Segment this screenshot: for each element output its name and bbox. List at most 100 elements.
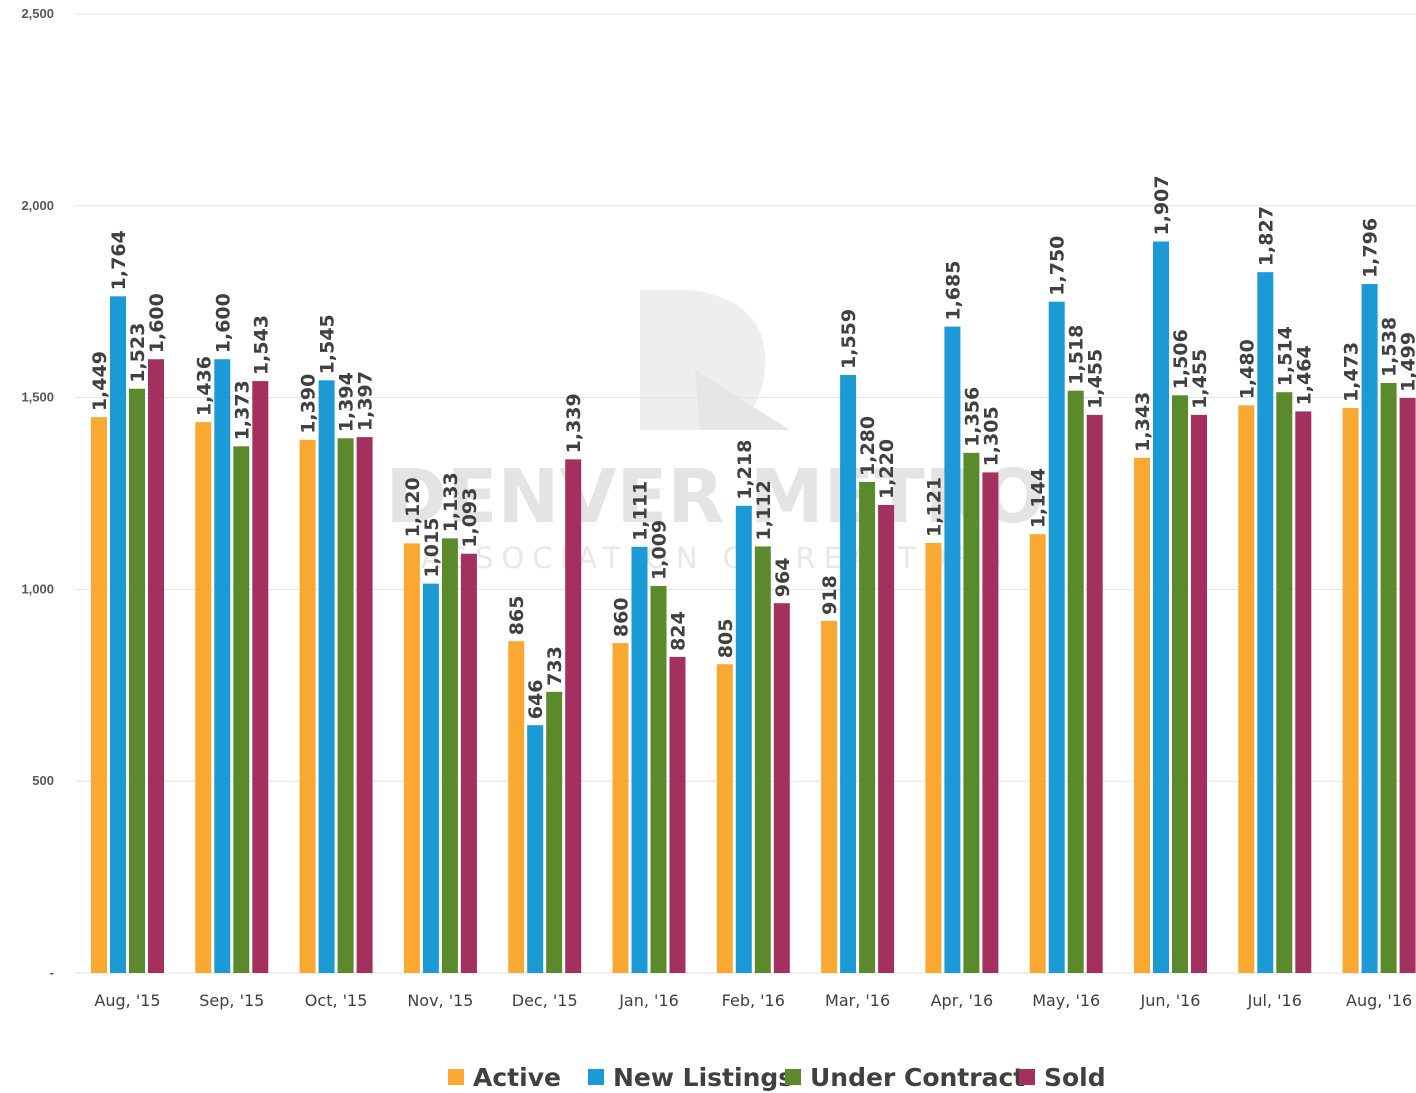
data-label: 918 [819, 575, 841, 615]
y-tick-label: 500 [32, 773, 54, 788]
bar [1048, 301, 1065, 973]
data-label: 1,559 [838, 309, 860, 369]
bar [129, 388, 145, 973]
bar [631, 546, 648, 973]
x-tick-label: Feb, '16 [722, 991, 785, 1010]
bar [821, 620, 838, 973]
data-label: 860 [611, 597, 633, 637]
data-label: 1,480 [1236, 339, 1258, 399]
bar [1380, 383, 1397, 973]
bar [735, 505, 752, 973]
legend-item-label: Sold [1044, 1063, 1106, 1092]
bar [441, 538, 458, 973]
bar [318, 380, 335, 973]
data-label: 1,121 [923, 477, 945, 537]
x-axis: Aug, '15 Sep, '15 Oct, '15 Nov, '15 Dec, '15… [94, 991, 1412, 1010]
data-label: 1,506 [1170, 329, 1192, 389]
x-tick-label: Dec, '15 [512, 991, 578, 1010]
legend-swatch [1019, 1069, 1035, 1085]
data-label: 1,343 [1132, 392, 1154, 452]
bar [508, 641, 525, 973]
bar [716, 664, 733, 973]
data-label: 1,356 [961, 387, 983, 447]
data-label: 1,220 [876, 439, 898, 499]
bar [1153, 241, 1169, 973]
watermark-line1: DENVER METRO [385, 454, 1044, 540]
bar [403, 543, 420, 973]
bar [299, 439, 316, 973]
data-label: 824 [668, 611, 690, 651]
data-label: 1,796 [1360, 218, 1382, 278]
data-label: 1,280 [857, 416, 879, 476]
data-label: 1,339 [563, 393, 585, 453]
bar [1342, 407, 1359, 973]
data-label: 646 [525, 680, 547, 720]
y-tick-label: 2,000 [21, 198, 54, 213]
legend-swatch [588, 1069, 604, 1085]
x-tick-label: Mar, '16 [825, 991, 890, 1010]
data-label: 1,514 [1274, 326, 1296, 386]
bar [565, 459, 582, 973]
bar [963, 452, 980, 974]
bar [1067, 390, 1084, 973]
data-label: 1,473 [1341, 342, 1363, 402]
watermark: DENVER METRO ASSOCIATION OF REALTORS [385, 290, 1045, 575]
data-label: 1,397 [355, 371, 377, 431]
watermark-logo-triangle-icon [695, 370, 790, 430]
bar [148, 359, 164, 973]
data-label: 1,750 [1047, 236, 1069, 296]
data-label: 1,390 [298, 374, 320, 434]
data-label: 1,545 [317, 314, 339, 374]
data-label: 1,093 [459, 488, 481, 548]
bar [527, 725, 544, 973]
data-label: 1,523 [127, 323, 149, 383]
y-tick-label: 1,000 [21, 581, 54, 596]
bar [859, 481, 876, 973]
data-label: 1,827 [1255, 206, 1277, 266]
bar [337, 438, 354, 973]
x-tick-label: May, '16 [1032, 991, 1100, 1010]
legend-item-label: Active [473, 1063, 561, 1092]
data-label: 1,455 [1085, 349, 1107, 409]
data-label: 1,120 [402, 477, 424, 537]
x-tick-label: Sep, '15 [199, 991, 264, 1010]
data-label: 1,538 [1379, 317, 1401, 377]
bar [1086, 414, 1103, 973]
data-label: 805 [715, 619, 737, 659]
bar [356, 437, 373, 973]
data-label: 1,455 [1189, 349, 1211, 409]
bar [1238, 405, 1255, 974]
data-label: 1,305 [980, 406, 1002, 466]
data-label: 1,499 [1398, 332, 1416, 392]
bar [546, 691, 563, 973]
data-label: 1,436 [193, 356, 215, 416]
data-label: 1,144 [1028, 468, 1050, 528]
bar [91, 417, 107, 974]
data-label: 733 [544, 646, 566, 686]
bars [91, 241, 1416, 974]
x-tick-label: Aug, '15 [94, 991, 160, 1010]
y-tick-label: 2,500 [21, 6, 54, 21]
bar [1257, 272, 1274, 973]
y-tick-label: - [50, 965, 54, 980]
data-label: 1,009 [649, 520, 671, 580]
data-label: 1,518 [1066, 325, 1088, 385]
data-label: 964 [772, 558, 794, 598]
bar [840, 374, 857, 973]
x-tick-label: Aug, '16 [1346, 991, 1412, 1010]
bar [1295, 411, 1312, 973]
x-tick-label: Jan, '16 [618, 991, 679, 1010]
bar [252, 381, 269, 973]
bar [982, 472, 999, 973]
bar [669, 656, 686, 973]
x-tick-label: Oct, '15 [305, 991, 368, 1010]
bar [1399, 397, 1416, 973]
data-label: 1,464 [1293, 345, 1315, 405]
bar [773, 603, 790, 973]
bar [460, 553, 477, 973]
data-label: 1,111 [630, 481, 652, 541]
data-label: 1,218 [734, 440, 756, 500]
data-labels: 1,4491,7641,5231,6001,4361,6001,3731,543… [89, 175, 1416, 719]
x-tick-label: Jun, '16 [1140, 991, 1201, 1010]
